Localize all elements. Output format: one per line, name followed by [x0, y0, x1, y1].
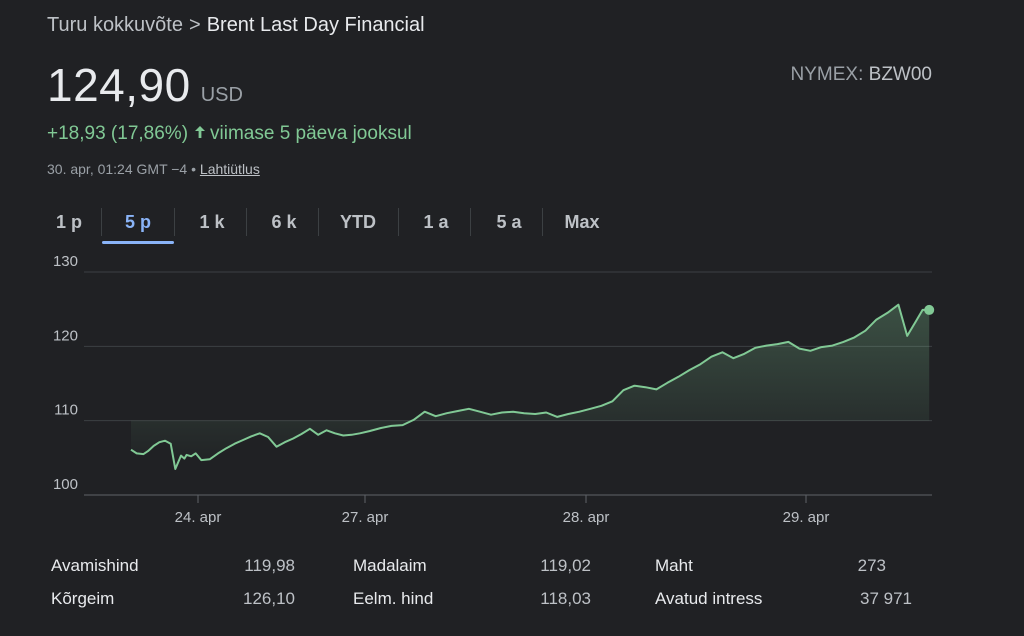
price-currency: USD [200, 84, 243, 106]
stat-label: Avatud intress [655, 589, 763, 608]
price-chart[interactable]: 130 120 110 100 24. apr 27. apr 28. apr 29. apr [0, 255, 1024, 535]
stat-value: 273 [857, 556, 886, 575]
tab-1-day[interactable]: 1 p [55, 212, 82, 232]
stat-label: Eelm. hind [353, 589, 434, 608]
x-tick-label: 28. apr [563, 509, 610, 526]
stat-value: 37 971 [860, 589, 912, 608]
y-tick-label: 120 [53, 327, 78, 344]
y-tick-label: 100 [53, 476, 78, 493]
stat-value: 126,10 [243, 589, 295, 608]
arrow-up-icon [194, 123, 206, 145]
x-tick-label: 27. apr [342, 509, 389, 526]
stat-value: 119,02 [540, 556, 591, 575]
x-tick-label: 29. apr [783, 509, 830, 526]
tab-separator [542, 208, 543, 236]
quote-meta: 30. apr, 01:24 GMT −4 • Lahtiütlus [47, 161, 260, 177]
tab-separator [470, 208, 471, 236]
price-line [130, 303, 930, 470]
breadcrumb: Turu kokkuvõte > Brent Last Day Financial [47, 14, 425, 37]
stat-prev-close: Eelm. hind 118,03 [353, 589, 591, 609]
price-row: 124,90 USD [47, 58, 243, 112]
stat-value: 119,98 [244, 556, 295, 575]
price-change: +18,93 (17,86%) viimase 5 päeva jooksul [47, 123, 412, 145]
stat-open-interest: Avatud intress 37 971 [655, 589, 912, 609]
ticker-symbol: BZW00 [868, 64, 932, 85]
y-tick-label: 110 [54, 402, 78, 419]
stat-label: Maht [655, 556, 693, 575]
breadcrumb-parent[interactable]: Turu kokkuvõte [47, 14, 183, 36]
stat-open: Avamishind 119,98 [51, 556, 295, 576]
stat-label: Avamishind [51, 556, 139, 575]
tab-max[interactable]: Max [564, 212, 600, 232]
tab-separator [174, 208, 175, 236]
disclaimer-link[interactable]: Lahtiütlus [199, 161, 260, 177]
tab-separator [398, 208, 399, 236]
price-area [131, 304, 930, 469]
tab-6-months[interactable]: 6 k [271, 212, 297, 232]
stat-high: Kõrgeim 126,10 [51, 589, 295, 609]
tab-separator [246, 208, 247, 236]
tab-ytd[interactable]: YTD [340, 212, 376, 232]
stat-label: Kõrgeim [51, 589, 115, 608]
stat-low: Madalaim 119,02 [353, 556, 591, 576]
stat-volume: Maht 273 [655, 556, 886, 576]
tab-separator [101, 208, 102, 236]
change-value: +18,93 (17,86%) [47, 123, 189, 144]
breadcrumb-current: Brent Last Day Financial [206, 14, 425, 36]
exchange-label: NYMEX: [790, 64, 864, 85]
change-period: viimase 5 päeva jooksul [210, 123, 412, 144]
exchange-ticker: NYMEX: BZW00 [791, 64, 933, 86]
breadcrumb-separator: > [189, 14, 201, 36]
x-tick-label: 24. apr [175, 509, 222, 526]
stat-value: 118,03 [540, 589, 591, 608]
tab-5-years[interactable]: 5 a [496, 212, 522, 232]
quote-timestamp: 30. apr, 01:24 GMT −4 • [47, 161, 197, 177]
tab-5-days[interactable]: 5 p [102, 204, 174, 244]
stat-label: Madalaim [353, 556, 427, 575]
y-tick-label: 130 [53, 255, 78, 270]
tab-1-month[interactable]: 1 k [199, 212, 225, 232]
tab-separator [318, 208, 319, 236]
tab-1-year[interactable]: 1 a [423, 212, 449, 232]
last-price-point[interactable] [924, 304, 935, 315]
current-price: 124,90 [47, 59, 191, 111]
